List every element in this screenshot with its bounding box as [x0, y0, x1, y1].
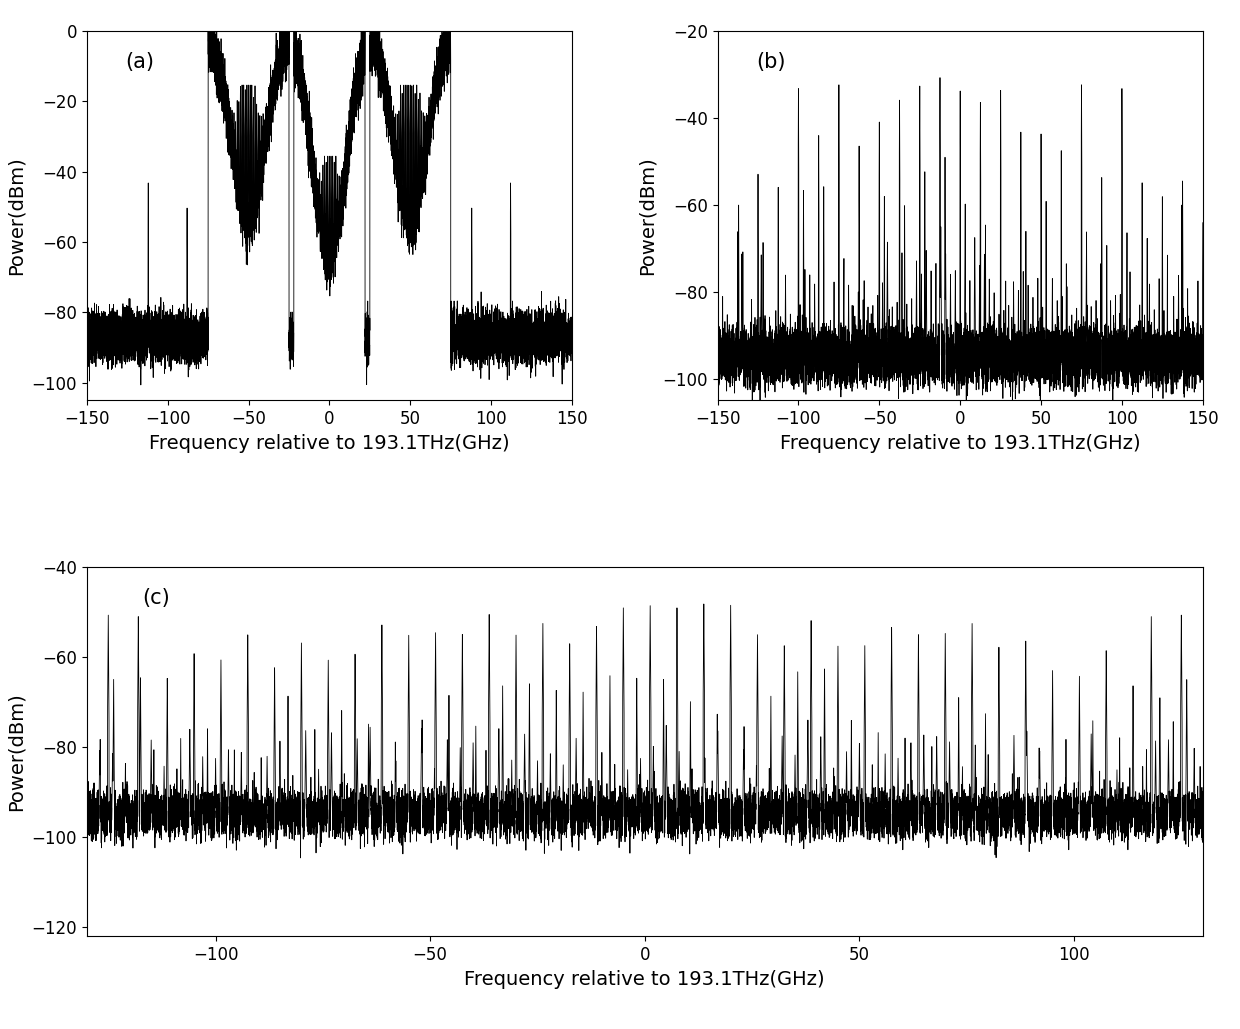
X-axis label: Frequency relative to 193.1THz(GHz): Frequency relative to 193.1THz(GHz) [465, 969, 825, 989]
Text: (c): (c) [143, 588, 170, 608]
Text: (a): (a) [125, 51, 155, 72]
Y-axis label: Power(dBm): Power(dBm) [7, 156, 26, 275]
Y-axis label: Power(dBm): Power(dBm) [7, 693, 26, 811]
Y-axis label: Power(dBm): Power(dBm) [637, 156, 657, 275]
X-axis label: Frequency relative to 193.1THz(GHz): Frequency relative to 193.1THz(GHz) [780, 434, 1141, 453]
Text: (b): (b) [756, 51, 786, 72]
X-axis label: Frequency relative to 193.1THz(GHz): Frequency relative to 193.1THz(GHz) [149, 434, 510, 453]
